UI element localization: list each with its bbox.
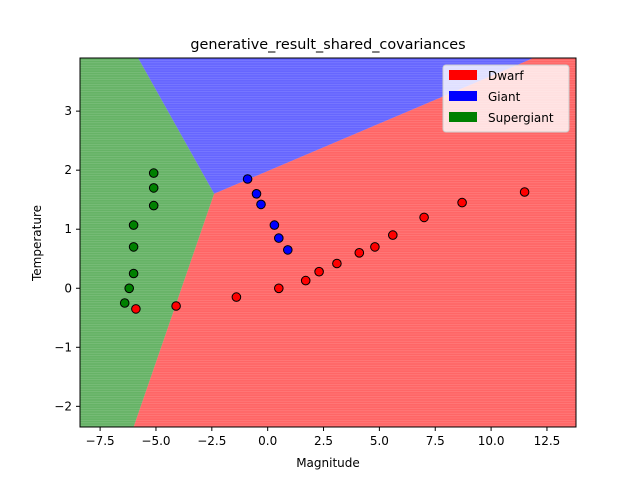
point-supergiant-5 [128, 268, 139, 279]
x-tick-label: −2.5 [197, 434, 226, 448]
legend-swatch-dwarf [449, 70, 477, 80]
x-tick-label: 10.0 [478, 434, 505, 448]
point-giant-2 [256, 199, 266, 210]
point-dwarf-11 [457, 197, 467, 208]
point-dwarf-2 [231, 292, 242, 302]
point-supergiant-1 [148, 183, 159, 193]
point-supergiant-3 [128, 220, 139, 230]
region-dwarf [133, 58, 576, 427]
point-giant-3 [269, 220, 280, 230]
legend-label-giant: Giant [488, 90, 521, 104]
region-giant [138, 58, 534, 194]
x-axis-ticks: −7.5 −5.0 −2.5 0.0 2.5 5.0 7.5 10.0 12.5 [86, 427, 561, 448]
y-axis-ticks: −2 −1 0 1 2 3 [54, 104, 80, 413]
point-dwarf-4 [300, 275, 311, 286]
point-supergiant-0 [148, 168, 159, 178]
point-dwarf-6 [332, 258, 342, 269]
x-tick-label: 12.5 [534, 434, 561, 448]
y-tick-label: 0 [64, 281, 72, 295]
y-tick-label: 1 [64, 222, 72, 236]
point-dwarf-5 [314, 266, 324, 277]
point-dwarf-8 [370, 242, 380, 252]
x-tick-label: 0.0 [258, 434, 277, 448]
point-dwarf-7 [354, 248, 365, 258]
point-dwarf-9 [388, 230, 398, 240]
legend-swatch-supergiant [449, 112, 477, 122]
chart-title: generative_result_shared_covariances [190, 37, 465, 53]
point-dwarf-10 [419, 212, 429, 223]
point-supergiant-6 [124, 283, 134, 294]
point-dwarf-3 [274, 283, 284, 294]
y-tick-label: 2 [64, 163, 72, 177]
y-tick-label: −2 [54, 399, 72, 413]
point-giant-4 [274, 233, 284, 243]
x-axis-label: Magnitude [296, 456, 360, 470]
data-points [119, 168, 530, 314]
x-tick-label: −5.0 [141, 434, 170, 448]
y-tick-label: 3 [64, 104, 72, 118]
x-tick-label: 7.5 [426, 434, 445, 448]
plot-frame [79, 57, 577, 428]
point-giant-1 [251, 189, 262, 199]
point-dwarf-1 [171, 301, 181, 311]
x-tick-label: 2.5 [314, 434, 333, 448]
x-tick-label: 5.0 [370, 434, 389, 448]
legend-swatch-giant [449, 91, 477, 101]
x-tick-label: −7.5 [86, 434, 115, 448]
region-supergiant [80, 58, 215, 427]
y-tick-label: −1 [54, 340, 72, 354]
point-giant-0 [242, 174, 253, 184]
point-supergiant-7 [119, 298, 130, 308]
point-giant-5 [283, 245, 293, 255]
legend: Dwarf Giant Supergiant [442, 64, 570, 133]
point-dwarf-12 [519, 187, 530, 197]
point-supergiant-4 [128, 242, 139, 252]
point-supergiant-2 [148, 200, 159, 211]
point-dwarf-0 [131, 304, 141, 314]
legend-label-dwarf: Dwarf [488, 69, 524, 83]
legend-label-supergiant: Supergiant [488, 111, 554, 125]
y-axis-label: Temperature [30, 205, 44, 282]
